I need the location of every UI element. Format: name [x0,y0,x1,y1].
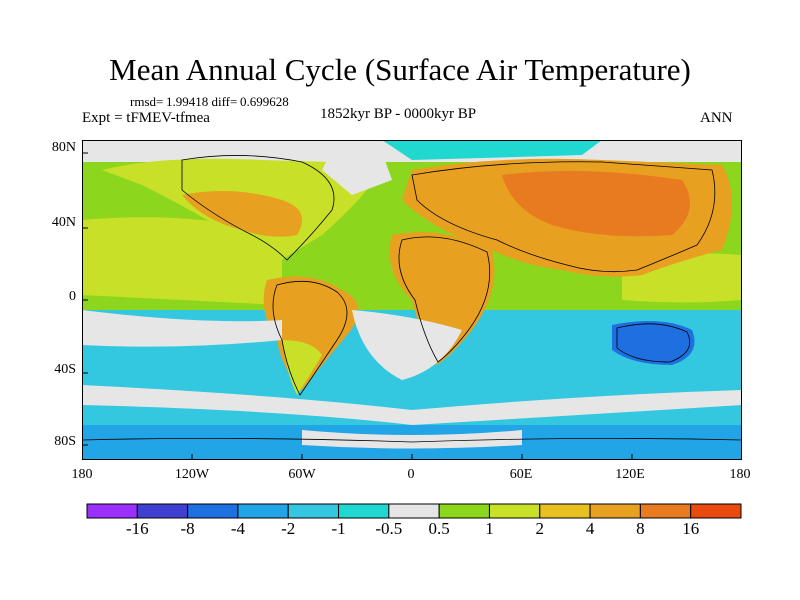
colorbar-box-8 [488,503,541,519]
stats-line: rmsd= 1.99418 diff= 0.699628 [130,94,289,110]
temperature-anomaly-map [82,140,742,460]
colorbar-label: 2 [535,519,545,538]
colorbar-label: -2 [281,519,296,538]
colorbar-label: 8 [636,519,645,538]
greenland-patch [322,150,392,195]
colorbar-box-3 [237,503,289,519]
colorbar-label: -1 [331,519,346,538]
south-atlantic-neutral [352,310,462,380]
colorbar-label: 1 [485,519,494,538]
lon-label-180w: 180 [71,467,93,482]
colorbar-box-10 [589,503,641,519]
lon-label-60e: 60E [509,467,533,482]
antarctic-neutral [302,430,522,449]
rmsd-label: rmsd= [130,94,164,109]
colorbar-label: -0.5 [375,519,403,538]
colorbar-box-5 [338,503,390,519]
north-america-warm [182,191,302,237]
colorbar-box-11 [639,503,692,519]
colorbar-label: -4 [230,519,245,538]
colorbar-box-1 [136,503,189,519]
arctic-cold-patch [382,140,602,160]
lat-label-40s: 40S [54,362,76,377]
colorbar-box-12 [690,503,742,519]
period-label: 1852kyr BP - 0000kyr BP [320,106,477,122]
tropical-pacific-band [82,217,282,305]
colorbar-box-6 [388,503,440,519]
colorbar-label: -16 [125,519,149,538]
colorbar-box-4 [287,503,340,519]
southern-ocean-neutral [82,385,742,425]
coastlines [82,155,742,443]
lat-label-80n: 80N [51,140,76,155]
colorbar [86,503,742,519]
south-america-south [282,340,322,395]
lon-label-180e: 180 [729,467,751,482]
map-ticks [82,152,633,460]
season-label: ANN [700,110,733,126]
lon-label-120e: 120E [615,467,645,482]
africa-anomaly [389,232,495,365]
lat-label-80s: 80S [54,434,76,449]
lat-label-40n: 40N [51,215,76,230]
experiment-label: Expt = tFMEV-tfmea [82,110,210,126]
lon-label-60w: 60W [288,467,316,482]
lat-label-0: 0 [69,289,76,304]
colorbar-box-0 [86,503,138,519]
eurasia-warm [502,171,690,237]
colorbar-label: 4 [585,519,595,538]
lon-label-120w: 120W [174,467,210,482]
diff-value: 0.699628 [239,94,289,109]
colorbar-box-7 [438,503,490,519]
australia-anomaly [612,321,695,365]
colorbar-label: 16 [682,519,700,538]
south-pacific-neutral [82,310,282,347]
colorbar-box-2 [187,503,239,519]
map-title: Mean Annual Cycle (Surface Air Temperatu… [109,52,691,87]
colorbar-label: 0.5 [428,519,450,538]
diff-label: diff= [211,94,238,109]
colorbar-label: -8 [180,519,195,538]
lon-label-0: 0 [407,467,415,482]
colorbar-box-9 [539,503,591,519]
rmsd-value: 1.99418 [165,94,209,109]
